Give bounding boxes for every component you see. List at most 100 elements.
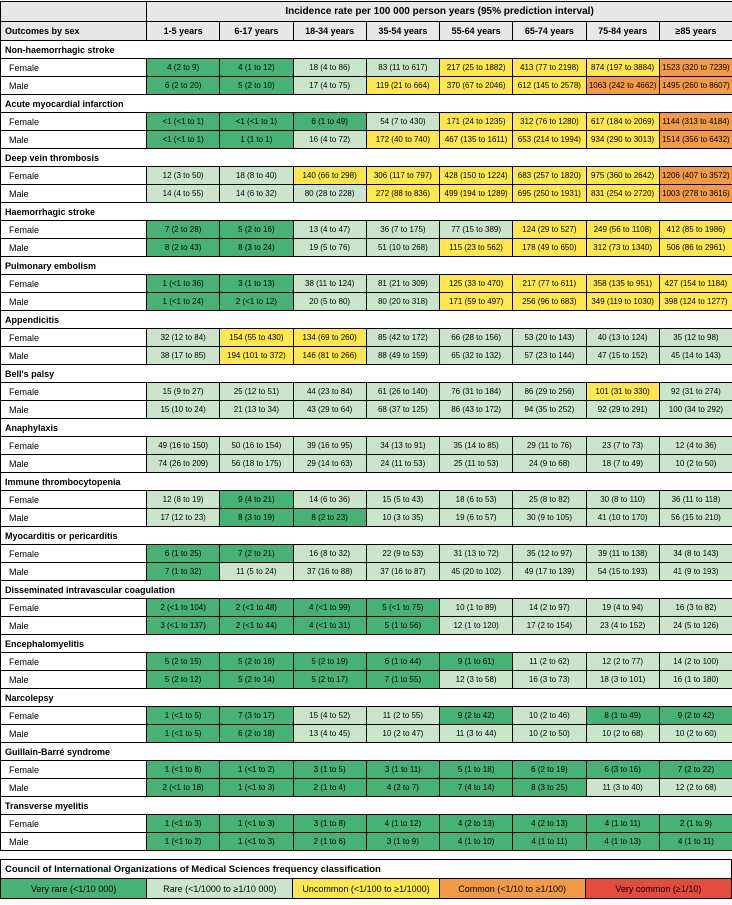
- incidence-cell: 7 (4 to 14): [438, 778, 514, 797]
- incidence-cell: 17 (2 to 154): [512, 616, 587, 635]
- incidence-cell: 25 (12 to 51): [219, 382, 294, 401]
- incidence-cell: 50 (16 to 154): [219, 436, 294, 455]
- title-row: Incidence rate per 100 000 person years …: [0, 1, 732, 22]
- corner-blank-cell: [0, 1, 147, 22]
- incidence-cell: 11 (2 to 55): [365, 706, 441, 725]
- incidence-cell: 11 (5 to 24): [219, 562, 294, 581]
- incidence-cell: 49 (17 to 139): [512, 562, 587, 581]
- incidence-cell: 4 (1 to 11): [585, 814, 660, 833]
- incidence-cell: 36 (11 to 118): [658, 490, 732, 509]
- incidence-cell: 2 (<1 to 104): [145, 598, 221, 617]
- incidence-cell: 22 (9 to 53): [365, 544, 441, 563]
- incidence-cell: 45 (20 to 102): [438, 562, 514, 581]
- incidence-cell: 38 (11 to 124): [292, 274, 367, 293]
- incidence-cell: 53 (20 to 143): [512, 328, 587, 347]
- sex-label: Male: [0, 508, 147, 527]
- data-row: Female 6 (1 to 25) 7 (2 to 21) 16 (8 to 32)…: [0, 544, 732, 563]
- incidence-cell: 54 (7 to 430): [365, 112, 441, 131]
- sex-label: Male: [0, 778, 147, 797]
- data-row: Male 6 (2 to 20) 5 (2 to 10) 17 (4 to 75) 11…: [0, 76, 732, 95]
- incidence-cell: 4 (1 to 11): [512, 832, 587, 851]
- section-header-row: Immune thrombocytopenia: [0, 472, 732, 491]
- incidence-cell: 18 (8 to 40): [219, 166, 294, 185]
- incidence-cell: 1523 (320 to 7239): [658, 58, 732, 77]
- incidence-cell: 5 (2 to 16): [219, 652, 294, 671]
- incidence-cell: 14 (4 to 55): [145, 184, 221, 203]
- incidence-cell: 1144 (313 to 4184): [658, 112, 732, 131]
- cioms-legend: Council of International Organizations o…: [0, 859, 732, 899]
- incidence-cell: 413 (77 to 2198): [512, 58, 587, 77]
- sex-label: Female: [0, 436, 147, 455]
- incidence-cell: 12 (3 to 50): [145, 166, 221, 185]
- incidence-cell: 398 (124 to 1277): [658, 292, 732, 311]
- section-header-row: Pulmonary embolism: [0, 256, 732, 275]
- incidence-cell: 23 (7 to 73): [585, 436, 660, 455]
- section-title: Transverse myelitis: [0, 796, 732, 815]
- sex-label: Male: [0, 670, 147, 689]
- incidence-cell: 6 (3 to 16): [585, 760, 660, 779]
- legend-item-very_rare: Very rare (<1/10 000): [0, 878, 148, 899]
- incidence-cell: 178 (49 to 650): [512, 238, 587, 257]
- incidence-cell: 1514 (356 to 6432): [658, 130, 732, 149]
- incidence-cell: 506 (86 to 2961): [658, 238, 732, 257]
- incidence-cell: 43 (29 to 64): [292, 400, 367, 419]
- section-title: Guillain-Barré syndrome: [0, 742, 732, 761]
- incidence-cell: 1003 (278 to 3616): [658, 184, 732, 203]
- incidence-cell: 10 (2 to 50): [512, 724, 587, 743]
- legend-title: Council of International Organizations o…: [0, 859, 732, 879]
- incidence-cell: 15 (9 to 27): [145, 382, 221, 401]
- sex-label: Male: [0, 238, 147, 257]
- incidence-cell: 44 (23 to 84): [292, 382, 367, 401]
- incidence-cell: 124 (29 to 527): [512, 220, 587, 239]
- incidence-cell: 17 (4 to 75): [292, 76, 367, 95]
- incidence-cell: 47 (15 to 152): [585, 346, 660, 365]
- incidence-cell: 8 (2 to 43): [145, 238, 221, 257]
- incidence-cell: 51 (10 to 268): [365, 238, 441, 257]
- section-title: Pulmonary embolism: [0, 256, 732, 275]
- corner-header: Outcomes by sex: [0, 21, 147, 41]
- incidence-cell: 370 (67 to 2046): [438, 76, 514, 95]
- incidence-cell: 3 (1 to 9): [365, 832, 441, 851]
- data-row: Female 1 (<1 to 8) 1 (<1 to 2) 3 (1 to 5) 3 …: [0, 760, 732, 779]
- incidence-cell: 6 (2 to 18): [219, 724, 294, 743]
- incidence-cell: 5 (2 to 12): [145, 670, 221, 689]
- incidence-cell: 934 (290 to 3013): [585, 130, 660, 149]
- incidence-cell: 19 (4 to 94): [585, 598, 660, 617]
- incidence-cell: 37 (16 to 88): [292, 562, 367, 581]
- section-header-row: Narcolepsy: [0, 688, 732, 707]
- incidence-cell: 140 (66 to 298): [292, 166, 367, 185]
- incidence-cell: 134 (69 to 260): [292, 328, 367, 347]
- incidence-cell: 35 (14 to 85): [438, 436, 514, 455]
- section-header-row: Appendicitis: [0, 310, 732, 329]
- incidence-cell: 1 (<1 to 8): [145, 760, 221, 779]
- incidence-cell: 4 (1 to 11): [658, 832, 732, 851]
- incidence-cell: 6 (1 to 49): [292, 112, 367, 131]
- incidence-cell: 35 (12 to 98): [658, 328, 732, 347]
- incidence-cell: 65 (32 to 132): [438, 346, 514, 365]
- sex-label: Female: [0, 382, 147, 401]
- incidence-cell: 412 (85 to 1986): [658, 220, 732, 239]
- incidence-cell: 13 (4 to 45): [292, 724, 367, 743]
- incidence-cell: 172 (40 to 740): [365, 130, 441, 149]
- incidence-cell: 10 (1 to 89): [438, 598, 514, 617]
- incidence-cell: 7 (1 to 55): [365, 670, 441, 689]
- incidence-cell: 1 (<1 to 2): [219, 760, 294, 779]
- section-header-row: Myocarditis or pericarditis: [0, 526, 732, 545]
- sex-label: Male: [0, 832, 147, 851]
- data-row: Male 1 (<1 to 2) 1 (<1 to 3) 2 (1 to 6) 3 (1…: [0, 832, 732, 851]
- incidence-cell: 4 (1 to 12): [365, 814, 441, 833]
- section-title: Encephalomyelitis: [0, 634, 732, 653]
- section-header-row: Non-haemorrhagic stroke: [0, 40, 732, 59]
- incidence-cell: 5 (2 to 16): [219, 220, 294, 239]
- incidence-cell: 34 (13 to 91): [365, 436, 441, 455]
- incidence-cell: 12 (4 to 36): [658, 436, 732, 455]
- incidence-cell: 74 (26 to 209): [145, 454, 221, 473]
- section-header-row: Anaphylaxis: [0, 418, 732, 437]
- sex-label: Male: [0, 292, 147, 311]
- incidence-cell: 30 (8 to 110): [585, 490, 660, 509]
- incidence-cell: 23 (4 to 152): [585, 616, 660, 635]
- section-header-row: Deep vein thrombosis: [0, 148, 732, 167]
- col-header-1-5-years: 1-5 years: [145, 21, 221, 41]
- incidence-cell: 8 (2 to 23): [292, 508, 367, 527]
- incidence-cell: 5 (2 to 10): [219, 76, 294, 95]
